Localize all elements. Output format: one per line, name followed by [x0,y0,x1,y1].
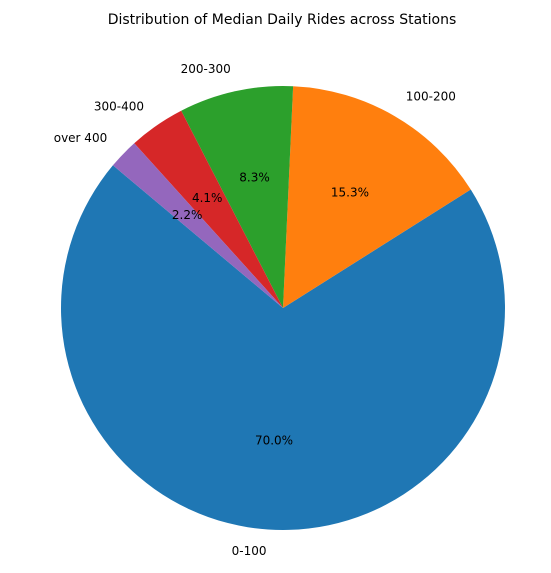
slice-percent-label: 15.3% [331,185,369,199]
chart-title: Distribution of Median Daily Rides acros… [108,12,457,28]
slice-label: 100-200 [406,89,456,103]
slice-label: over 400 [54,131,107,145]
slice-label: 300-400 [94,100,144,114]
slice-percent-label: 2.2% [172,208,203,222]
slice-percent-label: 4.1% [192,191,223,205]
pie-labels: 0-100 70.0% 100-200 15.3% 200-300 8.3% 300-400… [54,62,456,558]
pie-slice-0-100 [61,165,506,530]
slice-percent-label: 70.0% [255,433,293,447]
pie-slice-300-400 [134,110,283,308]
slice-percent-label: 8.3% [239,170,270,184]
slice-label: 0-100 [232,544,267,558]
pie-slice-100-200 [283,86,471,308]
pie-slice-over-400 [112,143,283,308]
slice-label: 200-300 [181,62,231,76]
pie-slice-200-300 [181,86,294,308]
pie-slices [61,86,506,530]
